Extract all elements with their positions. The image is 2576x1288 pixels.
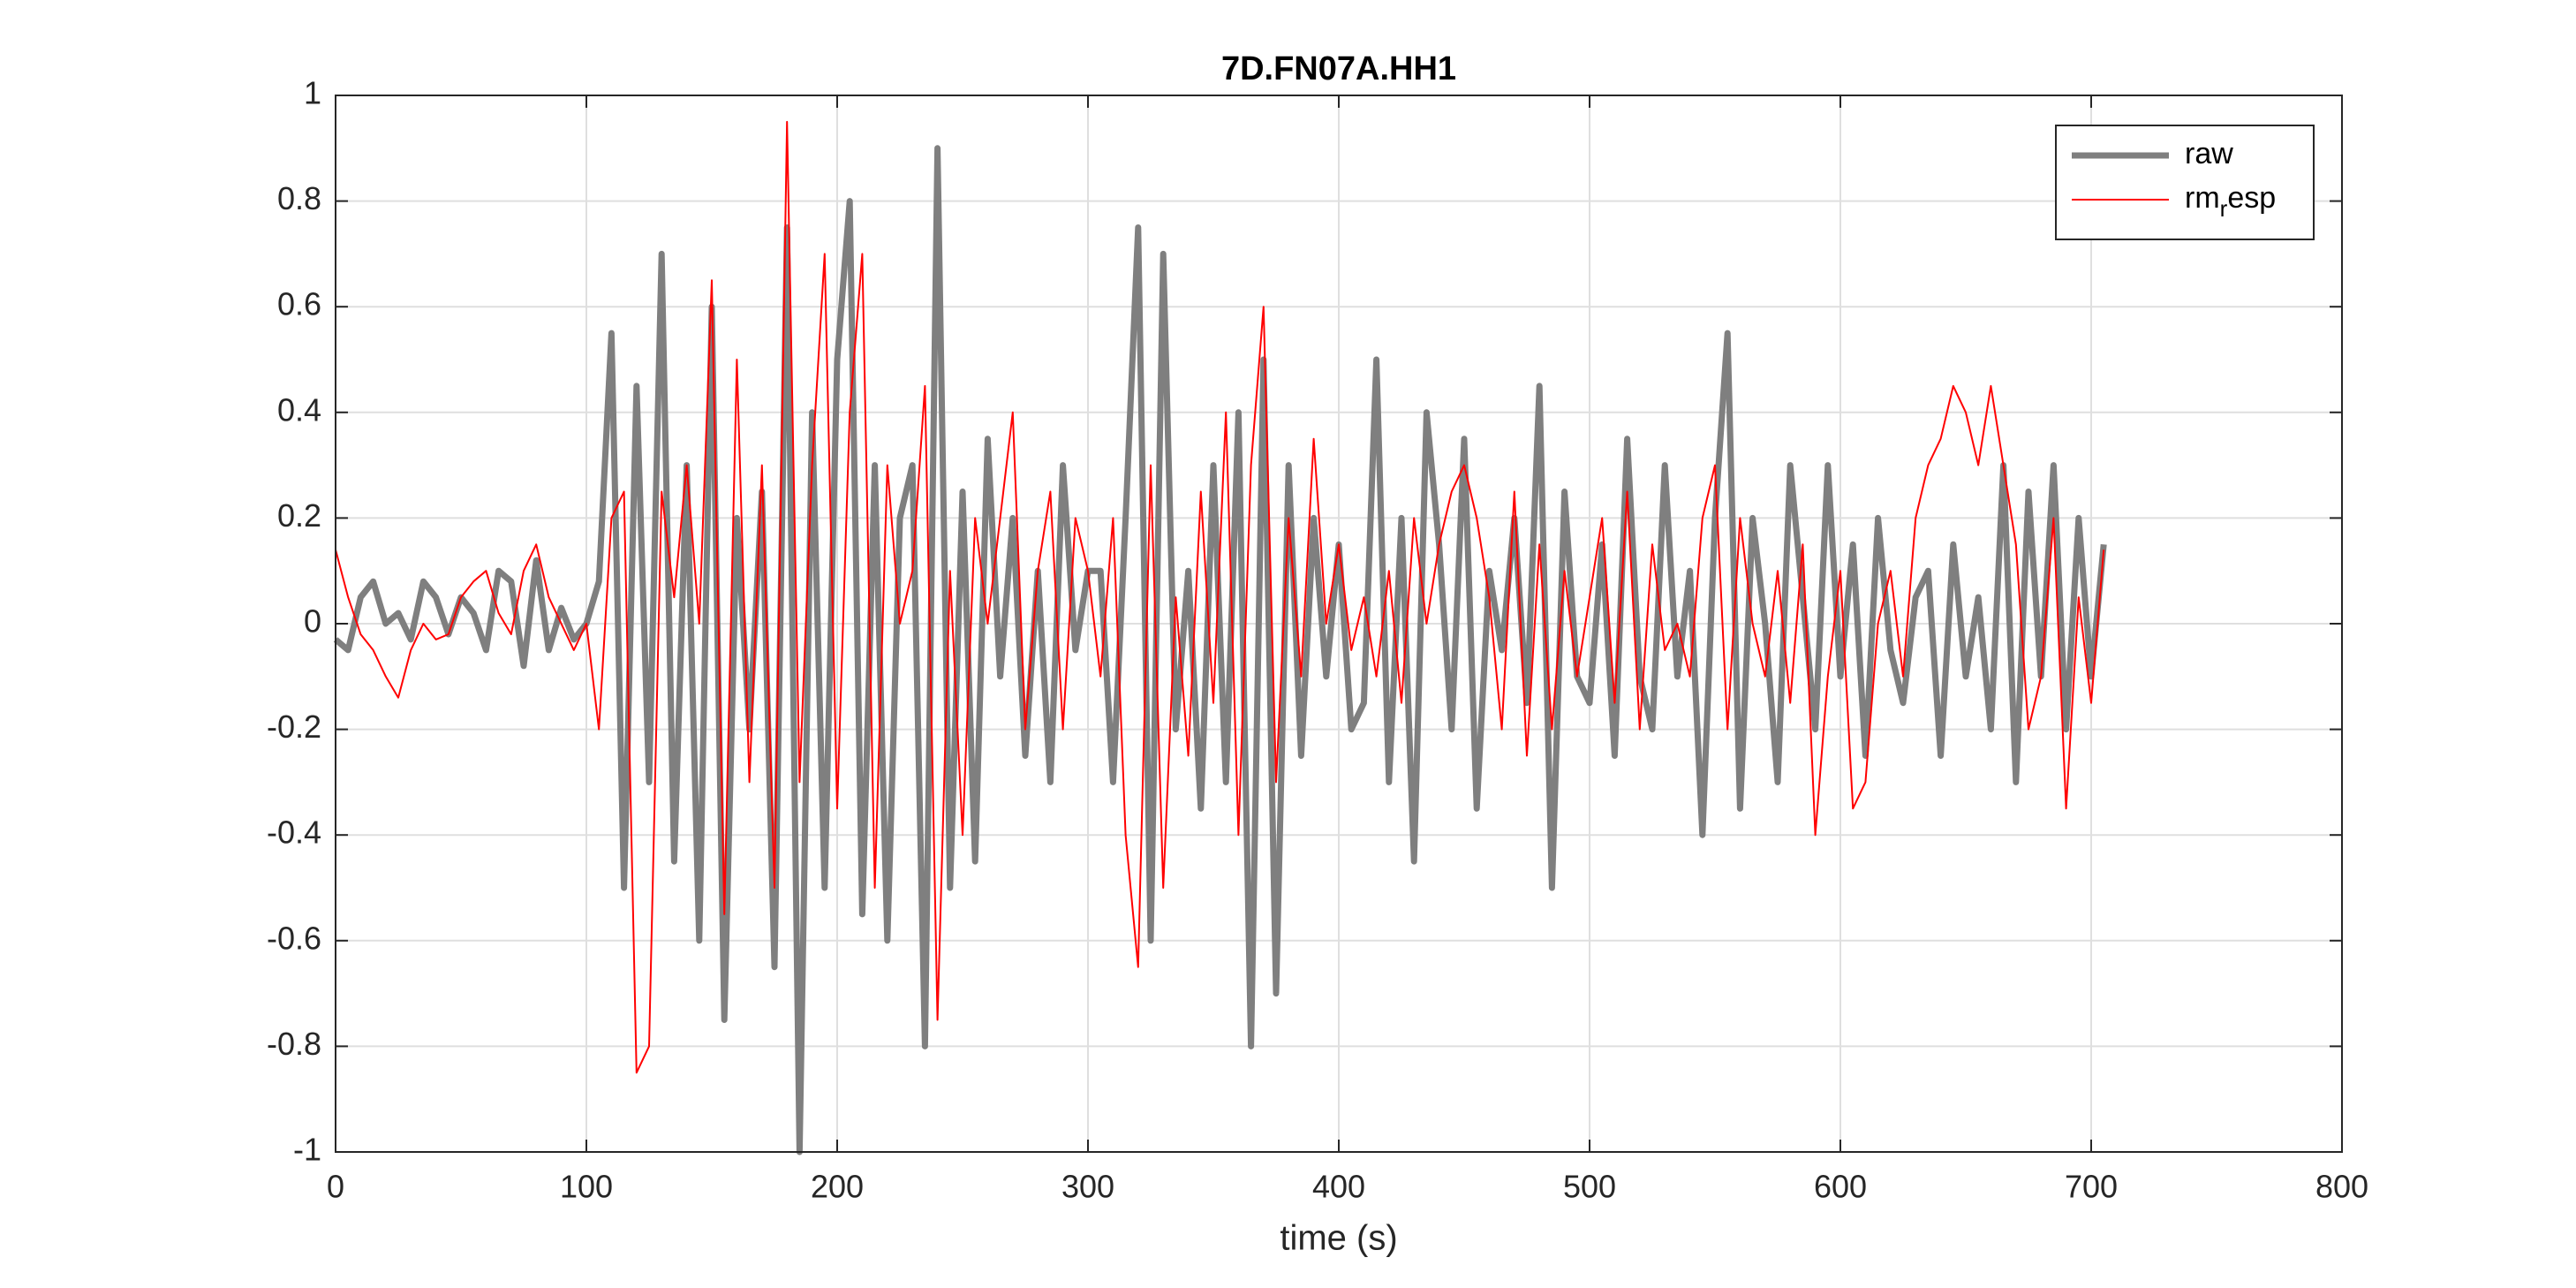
y-tick-label: 0.8 [277,180,321,216]
y-tick-label: 1 [304,75,321,111]
y-tick-label: -0.6 [267,920,321,956]
y-tick-label: 0.4 [277,391,321,428]
x-tick-label: 400 [1312,1169,1365,1205]
x-tick-label: 600 [1814,1169,1867,1205]
chart-title: 7D.FN07A.HH1 [1221,50,1456,87]
x-tick-label: 800 [2315,1169,2368,1205]
y-tick-label: -1 [293,1132,321,1168]
x-tick-label: 200 [811,1169,864,1205]
y-tick-label: 0.2 [277,497,321,534]
legend-label: rmresp [2185,181,2276,222]
legend-box [2055,125,2315,240]
x-tick-label: 0 [327,1169,344,1205]
data-line [335,120,2105,1074]
x-axis-label: time (s) [1280,1219,1397,1258]
x-tick-label: 100 [560,1169,613,1205]
x-tick-label: 300 [1061,1169,1114,1205]
data-line [333,145,2107,1155]
x-tick-label: 500 [1563,1169,1616,1205]
y-tick-label: -0.4 [267,814,321,851]
y-tick-label: 0.6 [277,286,321,322]
y-tick-label: -0.8 [267,1026,321,1062]
y-tick-label: -0.2 [267,708,321,745]
legend-label: raw [2185,137,2233,170]
axes-box [335,95,2343,1153]
y-tick-label: 0 [304,603,321,640]
x-tick-label: 700 [2065,1169,2118,1205]
